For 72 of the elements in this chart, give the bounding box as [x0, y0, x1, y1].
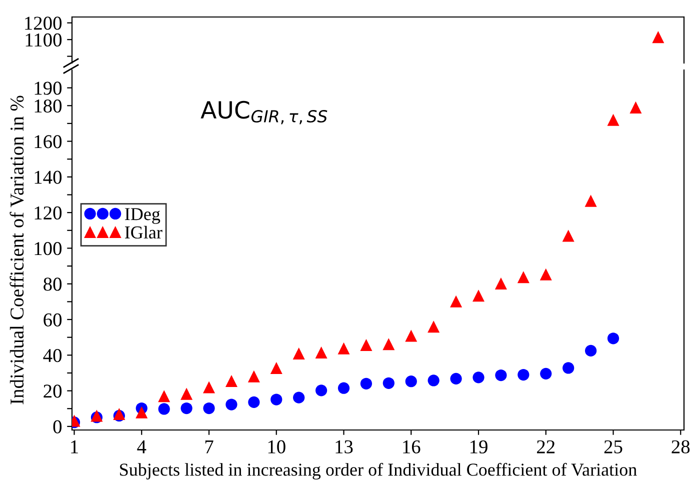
point: [607, 332, 620, 344]
y-tick-label: 160: [34, 135, 62, 148]
x-tick-label: 22: [537, 440, 555, 454]
point: [450, 372, 462, 384]
point: [158, 390, 170, 402]
y-tick-label: 80: [44, 278, 62, 291]
x-tick-label: 13: [336, 440, 353, 454]
point: [338, 342, 350, 354]
y-axis-title: Individual Coefficient of Variation in %: [10, 96, 24, 404]
point: [607, 114, 620, 126]
point: [180, 388, 193, 400]
point: [405, 330, 418, 342]
point: [293, 392, 305, 404]
y-tick-label: 0: [53, 420, 62, 434]
point: [450, 295, 462, 308]
point: [517, 271, 530, 284]
point: [382, 338, 395, 350]
x-tick-label: 19: [470, 440, 488, 454]
y-tick-label: 140: [34, 170, 62, 184]
y-tick-label: 190: [34, 82, 62, 95]
point: [292, 348, 305, 360]
point: [248, 370, 260, 382]
point: [270, 362, 282, 374]
x-tick-label: 16: [403, 440, 420, 454]
point: [562, 362, 574, 374]
point: [494, 277, 507, 290]
y-tick-label: 1200: [25, 16, 62, 30]
x-tick-label: 25: [604, 440, 622, 454]
point: [360, 338, 372, 352]
point: [472, 372, 484, 384]
y-tick-label: 20: [44, 384, 62, 398]
point: [428, 320, 440, 333]
point: [562, 230, 574, 242]
point: [405, 376, 417, 388]
point: [584, 194, 597, 207]
point: [382, 377, 394, 389]
x-tick-label: 4: [137, 440, 146, 454]
x-tick-label: 1: [71, 440, 78, 454]
point: [630, 101, 642, 114]
point: [202, 381, 216, 394]
x-tick-label: 28: [672, 440, 690, 454]
annotation: AUC$_{GIR,τ,SS}$: [200, 100, 328, 124]
y-tick-label: 40: [43, 348, 62, 362]
y-tick-label: 180: [34, 99, 62, 113]
point: [248, 396, 260, 408]
point: [203, 402, 215, 414]
y-tick-label: 120: [34, 206, 62, 220]
point: [315, 346, 328, 358]
point: [180, 402, 192, 414]
point: [136, 406, 148, 418]
point: [270, 394, 282, 406]
x-tick-label: 10: [268, 440, 286, 454]
y-tick-label: 100: [34, 242, 62, 256]
point: [338, 382, 350, 394]
legend-label: IDeg: [125, 208, 160, 224]
point: [226, 398, 238, 410]
y-tick-label: 60: [44, 313, 62, 326]
point: [518, 368, 530, 381]
point: [428, 374, 440, 386]
x-axis-title: Subjects listed in increasing order of Individual Coefficient of Variation: [120, 462, 637, 480]
point: [584, 344, 597, 357]
point: [540, 268, 552, 280]
point: [472, 290, 485, 302]
point: [540, 368, 552, 380]
y-tick-label: 1100: [26, 33, 62, 47]
point: [225, 374, 238, 388]
point: [360, 378, 372, 390]
legend-label: IGlar: [125, 226, 162, 239]
point: [315, 384, 328, 396]
point: [495, 369, 507, 382]
x-tick-label: 7: [205, 440, 214, 454]
point: [158, 403, 170, 415]
